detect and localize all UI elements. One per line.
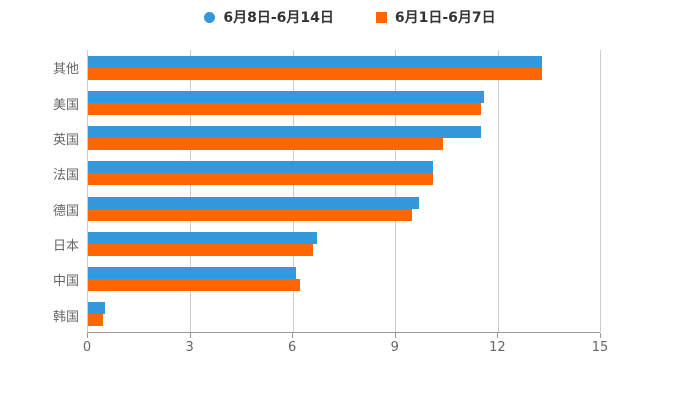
category-label: 其他 [52,62,79,78]
bar [88,231,317,244]
x-tick-label: 0 [82,340,92,355]
bar [88,126,481,139]
category-label: 日本 [52,239,79,255]
bar [88,314,104,327]
x-tick-label: 3 [185,340,194,355]
category-label: 法国 [52,168,79,184]
bar [88,208,413,221]
x-tick-mark [497,333,499,338]
gridline [395,50,397,332]
x-tick-mark [87,333,88,338]
bar [88,55,542,68]
bar [88,102,481,115]
category-label: 德国 [52,203,79,219]
bar-row [88,121,600,156]
x-axis: 0 3 6 9 12 15 [83,333,608,363]
bar [88,302,106,315]
bar [88,173,433,186]
legend-marker-square-icon [375,11,387,23]
bar [88,196,420,209]
legend-label: 6月1日-6月7日 [394,10,496,26]
legend-item-week2[interactable]: 6月8日-6月14日 [204,7,334,27]
gridline [600,50,601,332]
category-label: 中国 [52,274,79,290]
bar-row [88,226,600,261]
bar [88,67,542,80]
plot-rows [88,50,600,332]
legend-item-week1[interactable]: 6月1日-6月7日 [375,7,496,27]
y-axis-labels: 其他美国英国法国德国日本中国韩国 [0,50,79,333]
bar [88,90,484,103]
legend-label: 6月8日-6月14日 [223,10,334,26]
plot-area [87,50,601,333]
legend-marker-circle-icon [204,11,216,23]
category-label: 韩国 [52,309,79,325]
bar [88,138,443,151]
x-tick-mark [189,333,191,338]
gridline [190,50,192,332]
x-tick-label: 15 [591,340,609,355]
gridline [497,50,499,332]
x-tick-mark [292,333,294,338]
category-label: 英国 [52,132,79,148]
bar-row [88,297,600,332]
bar-row [88,85,600,120]
bar-row [88,262,600,297]
bar [88,267,297,280]
bar-row [88,191,600,226]
x-tick-label: 12 [489,340,506,355]
x-tick-label: 9 [390,340,399,355]
gridline [292,50,294,332]
category-label: 美国 [52,97,79,113]
x-tick-label: 6 [288,340,297,355]
legend: 6月8日-6月14日 6月1日-6月7日 [0,7,700,27]
bar [88,279,300,292]
x-tick-mark [600,333,601,338]
bar [88,243,314,256]
bar [88,161,433,174]
x-tick-mark [394,333,396,338]
bar-row [88,50,600,85]
bar-row [88,156,600,191]
